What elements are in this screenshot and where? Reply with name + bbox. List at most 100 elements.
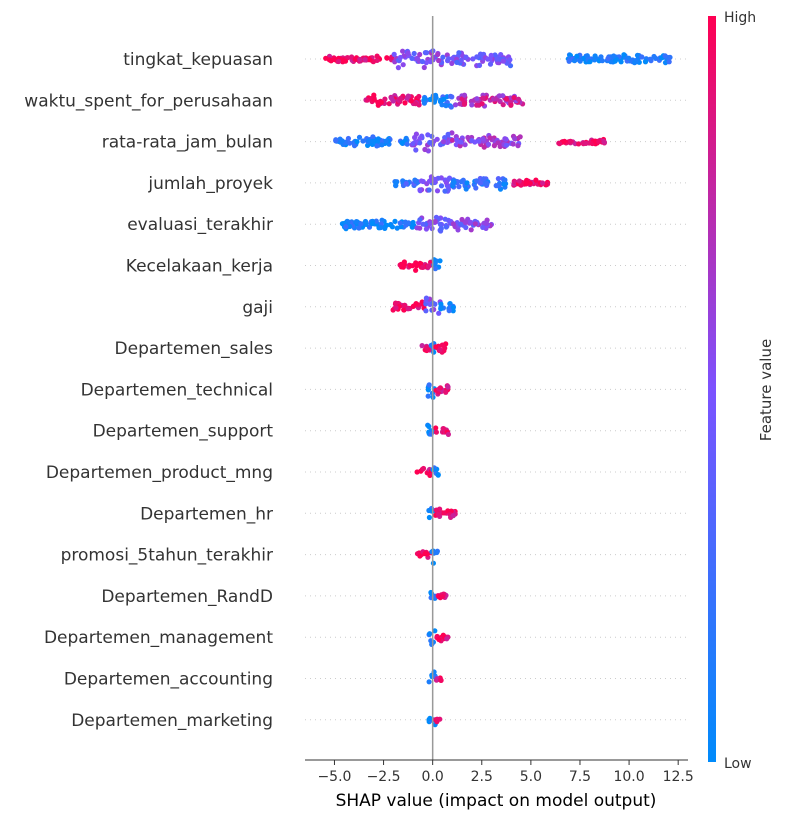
shap-point xyxy=(413,263,420,269)
shap-point xyxy=(442,188,448,194)
shap-point xyxy=(333,138,339,144)
shap-point xyxy=(433,507,439,513)
shap-point xyxy=(446,56,452,62)
x-axis-label: SHAP value (impact on model output) xyxy=(336,791,657,811)
shap-point xyxy=(479,101,485,107)
shap-point xyxy=(572,58,578,64)
shap-point xyxy=(426,187,432,193)
feature-label: Departemen_accounting xyxy=(64,670,273,690)
shap-point xyxy=(417,51,423,58)
shap-point xyxy=(469,102,475,108)
shap-point xyxy=(433,429,439,435)
shap-point xyxy=(444,636,450,642)
shap-point xyxy=(495,140,501,146)
feature-label: Departemen_hr xyxy=(140,504,273,524)
shap-point xyxy=(387,222,393,228)
shap-point xyxy=(592,57,598,63)
shap-point xyxy=(345,135,351,142)
shap-point xyxy=(432,301,438,307)
shap-point xyxy=(437,347,443,353)
shap-point xyxy=(411,50,417,57)
shap-point xyxy=(440,54,446,60)
shap-point xyxy=(450,513,456,519)
shap-point xyxy=(420,264,426,270)
shap-point xyxy=(435,52,441,58)
feature-labels: tingkat_kepuasan waktu_spent_for_perusaha… xyxy=(24,50,273,731)
shap-point xyxy=(384,55,390,61)
shap-point xyxy=(487,61,494,67)
shap-point xyxy=(374,53,380,59)
shap-point xyxy=(510,141,516,147)
shap-point xyxy=(431,306,437,313)
shap-point xyxy=(423,295,429,301)
shap-point xyxy=(480,136,486,142)
shap-point xyxy=(599,58,606,64)
shap-point xyxy=(461,92,468,98)
feature-row-points xyxy=(397,257,443,273)
shap-point xyxy=(414,469,420,475)
shap-point xyxy=(426,679,432,685)
shap-point xyxy=(408,98,414,104)
x-axis: −5.0 −2.5 0.0 2.5 5.0 7.5 10.0 12.5 xyxy=(305,759,694,785)
shap-point xyxy=(409,55,415,62)
shap-point xyxy=(436,636,442,643)
shap-point xyxy=(367,57,373,63)
shap-point xyxy=(557,141,563,147)
shap-point xyxy=(400,48,406,54)
shap-point xyxy=(481,144,487,150)
feature-label: rata-rata_jam_bulan xyxy=(102,133,273,153)
shap-point xyxy=(441,96,447,102)
shap-point xyxy=(454,137,460,143)
x-tick-label: −5.0 xyxy=(317,769,351,785)
shap-point xyxy=(485,56,491,62)
shap-point xyxy=(443,224,449,230)
shap-point xyxy=(382,96,388,102)
shap-point xyxy=(567,138,574,144)
shap-point xyxy=(362,57,368,63)
shap-point xyxy=(432,218,438,225)
shap-point xyxy=(356,134,363,140)
shap-point xyxy=(500,58,506,64)
shap-point xyxy=(424,50,430,56)
colorbar-title: Feature value xyxy=(757,339,775,441)
shap-point xyxy=(469,138,475,144)
shap-point xyxy=(383,222,390,228)
shap-point xyxy=(577,58,583,64)
shap-point xyxy=(392,218,398,224)
feature-label: Departemen_support xyxy=(93,422,274,442)
shap-point xyxy=(432,628,438,634)
shap-point xyxy=(410,141,416,147)
shap-point xyxy=(351,143,358,149)
shap-point xyxy=(474,54,480,60)
shap-point xyxy=(420,221,426,227)
shap-point xyxy=(398,261,404,267)
shap-point xyxy=(401,302,407,308)
shap-point xyxy=(369,221,375,227)
shap-point xyxy=(500,102,506,108)
shap-point xyxy=(357,56,363,62)
shap-point xyxy=(417,140,423,146)
shap-point xyxy=(417,135,423,142)
shap-point xyxy=(468,219,474,225)
feature-label: Departemen_marketing xyxy=(71,711,273,731)
shap-point xyxy=(463,186,469,192)
shap-point xyxy=(431,349,437,355)
shap-point xyxy=(666,59,672,65)
shap-point xyxy=(632,60,638,66)
shap-point xyxy=(492,52,498,58)
shap-point xyxy=(370,138,376,144)
shap-point xyxy=(413,301,419,307)
feature-label: Departemen_product_mng xyxy=(46,463,273,483)
shap-point xyxy=(517,134,523,140)
shap-point xyxy=(443,180,449,186)
shap-point xyxy=(393,305,399,311)
shap-point xyxy=(437,221,443,227)
shap-point xyxy=(422,146,428,153)
shap-point xyxy=(515,143,521,149)
shap-point xyxy=(515,96,522,102)
shap-point xyxy=(464,180,470,186)
shap-point xyxy=(395,65,401,71)
shap-point xyxy=(418,178,424,184)
shap-point xyxy=(436,594,442,600)
colorbar xyxy=(708,16,716,762)
